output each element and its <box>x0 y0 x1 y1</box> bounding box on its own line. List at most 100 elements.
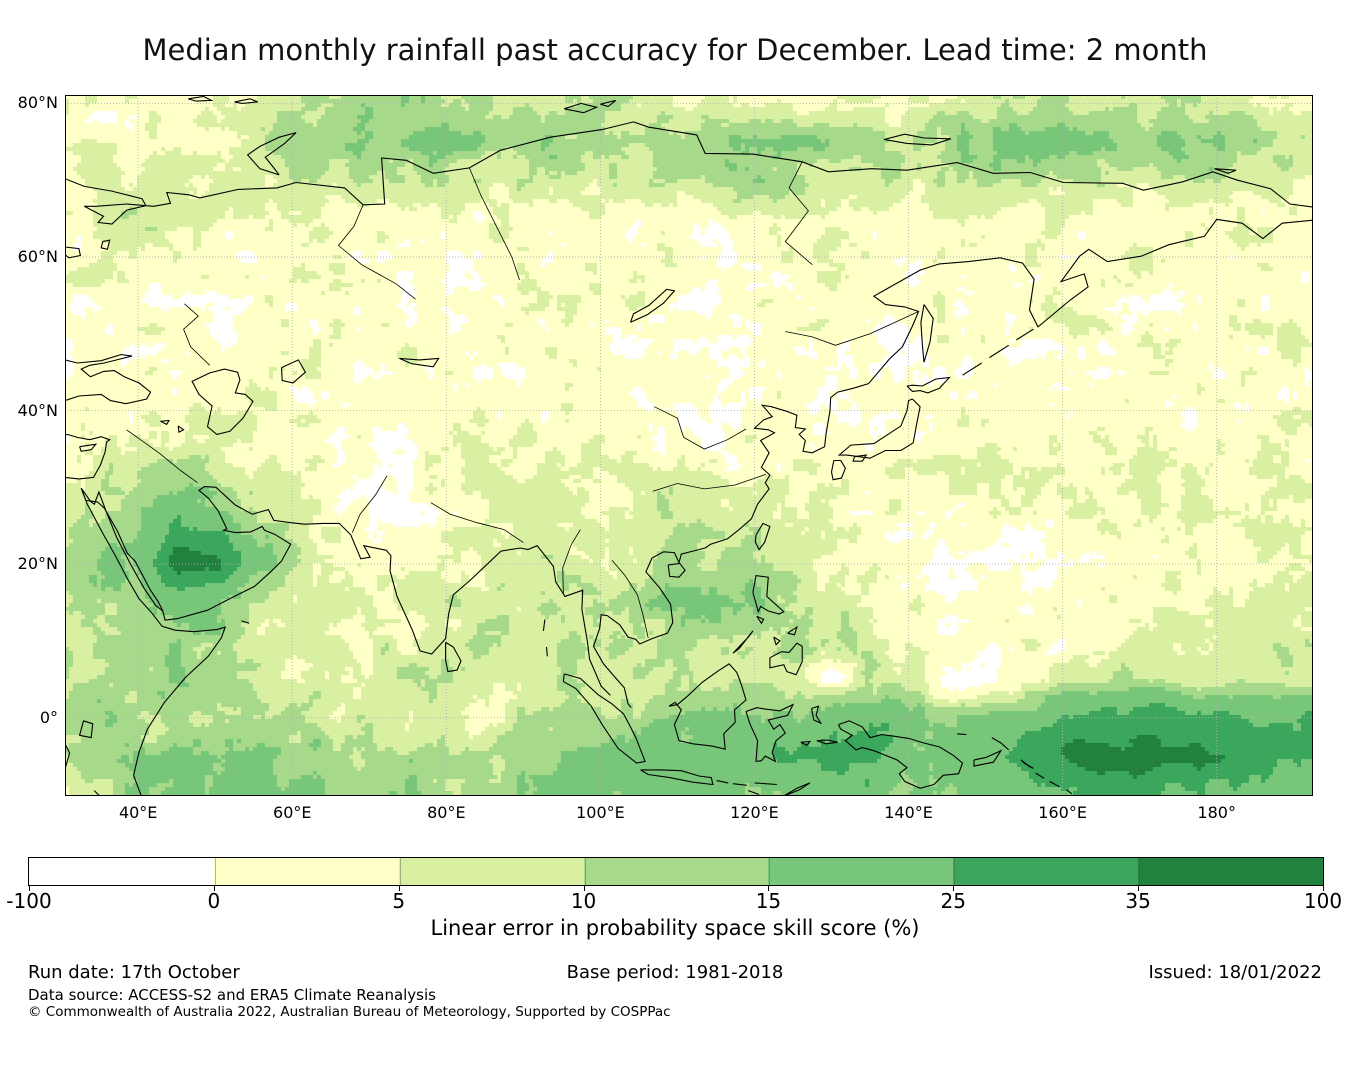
x-tick-label: 140°E <box>884 803 933 822</box>
coastline <box>838 720 964 789</box>
coastline <box>1020 759 1034 769</box>
coastline <box>837 398 921 459</box>
coastline <box>600 99 617 108</box>
colorbar-tick-label: 35 <box>1125 889 1151 913</box>
river <box>469 167 520 281</box>
y-tick-label: 60°N <box>17 247 58 266</box>
river <box>784 161 813 266</box>
coastline <box>962 362 982 376</box>
footer-data-source: Data source: ACCESS-S2 and ERA5 Climate … <box>28 986 436 1004</box>
y-tick-label: 40°N <box>17 400 58 420</box>
coastline <box>280 359 307 384</box>
coastline <box>1214 168 1237 174</box>
coastline <box>773 636 781 646</box>
coastline <box>545 646 548 657</box>
colorbar-tick-label: -100 <box>6 889 52 913</box>
colorbar-tick <box>1323 885 1324 891</box>
coastlines-svg <box>65 95 1313 796</box>
footer-copyright: © Commonwealth of Australia 2022, Austra… <box>28 1004 671 1020</box>
colorbar-segment <box>398 858 584 885</box>
y-tick-label: 0° <box>39 707 58 727</box>
coastline <box>177 425 185 433</box>
coastline <box>783 782 811 796</box>
coastline <box>1066 789 1073 795</box>
coastline <box>79 443 98 452</box>
coastline <box>756 615 765 625</box>
coastline <box>991 737 1010 751</box>
coastline <box>80 487 227 796</box>
footer-issued: Issued: 18/01/2022 <box>1148 962 1322 983</box>
coastline <box>883 133 952 146</box>
coastline <box>629 288 676 323</box>
river <box>126 429 198 484</box>
coastline <box>754 782 777 786</box>
y-tick-label: 20°N <box>17 554 58 574</box>
river <box>785 311 919 346</box>
coastline <box>399 357 440 368</box>
river <box>337 204 416 300</box>
colorbar-boundary <box>214 858 216 885</box>
colorbar-tick <box>1138 885 1140 891</box>
coastline <box>640 769 714 786</box>
colorbar-tick <box>398 885 400 891</box>
colorbar-segment <box>213 858 399 885</box>
footer-run-date: Run date: 17th October <box>28 962 240 983</box>
colorbar-caption: Linear error in probability space skill … <box>430 916 920 940</box>
x-tick-label: 40°E <box>118 803 158 822</box>
colorbar-tick-label: 25 <box>940 889 967 913</box>
colorbar-tick <box>29 885 30 891</box>
colorbar-tick <box>953 885 955 891</box>
x-tick-label: 180° <box>1197 803 1236 822</box>
colorbar-tick <box>583 885 585 891</box>
river <box>611 560 649 638</box>
colorbar-tick <box>213 885 215 891</box>
coastline <box>800 740 812 746</box>
x-tick-label: 120°E <box>730 803 779 822</box>
colorbar-tick-label: 5 <box>392 889 406 913</box>
coastline <box>65 433 111 480</box>
coastline <box>188 95 214 102</box>
coastline <box>234 98 258 104</box>
coastline <box>65 246 82 259</box>
coastline <box>769 642 803 676</box>
coastline <box>100 239 111 250</box>
coastline <box>973 749 1003 767</box>
coastline <box>191 368 254 435</box>
coastline <box>752 574 785 615</box>
coastline <box>667 562 686 578</box>
map-plot <box>65 95 1313 796</box>
coastline <box>65 121 1313 225</box>
colorbar-boundary <box>584 858 586 885</box>
coastline <box>754 522 771 551</box>
colorbar-segment <box>768 858 954 885</box>
river <box>652 473 767 492</box>
coastline <box>745 703 795 763</box>
coastline <box>830 459 847 481</box>
river <box>654 406 747 450</box>
colorbar <box>28 857 1324 886</box>
coastline <box>592 218 1313 709</box>
colorbar-segment <box>953 858 1139 885</box>
coastline <box>564 102 599 114</box>
coastline <box>542 619 546 631</box>
y-tick-label: 80°N <box>17 93 58 113</box>
coastline <box>906 376 951 394</box>
colorbar-segment <box>29 858 214 885</box>
coastline <box>732 783 747 786</box>
coastline <box>989 344 1009 359</box>
coastline <box>920 304 934 363</box>
map-border <box>65 95 1313 796</box>
page-title: Median monthly rainfall past accuracy fo… <box>142 33 1208 67</box>
river <box>183 303 211 366</box>
coastline <box>78 720 94 739</box>
coastline <box>241 620 250 624</box>
colorbar-tick <box>768 885 770 891</box>
colorbar-segment <box>583 858 769 885</box>
coastline <box>732 630 754 654</box>
x-tick-label: 100°E <box>576 803 625 822</box>
colorbar-boundary <box>1139 858 1141 885</box>
coastline <box>668 663 747 750</box>
colorbar-boundary <box>769 858 771 885</box>
coastline <box>716 780 729 784</box>
